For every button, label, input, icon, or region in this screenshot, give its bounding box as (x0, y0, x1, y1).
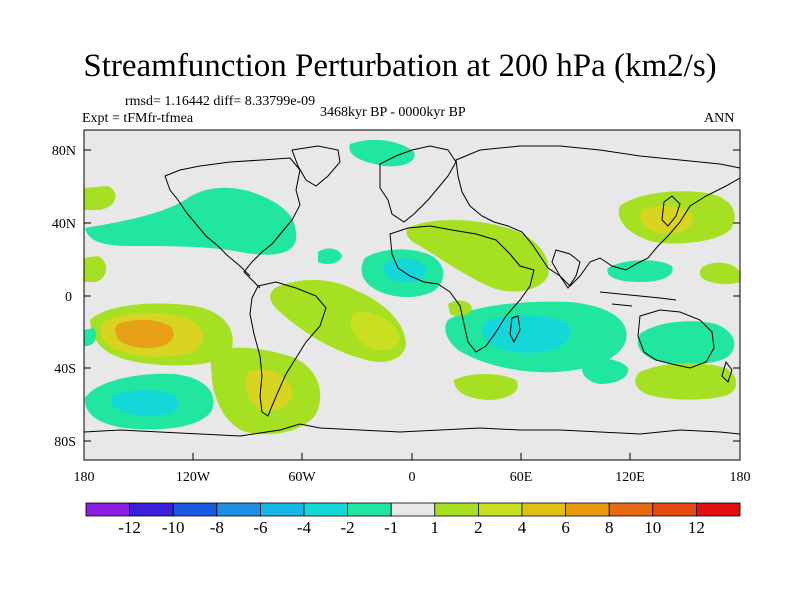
contour-pos-east-pacific (84, 256, 107, 282)
contour-neg-far-west (84, 328, 96, 346)
lon-label: 120E (615, 470, 645, 485)
contour-pos-north-pacific (84, 186, 116, 210)
colorbar-swatch (521, 502, 566, 517)
coast-north-america (164, 157, 301, 289)
coast-new-zealand (721, 360, 733, 383)
colorbar-swatch (259, 502, 305, 517)
coast-asia (455, 145, 740, 287)
season-label: ANN (704, 111, 735, 126)
colorbar-label: 1 (431, 518, 440, 537)
contour-neg-indian-ocean-cyan (482, 315, 571, 353)
contour-neg-south-indian (581, 358, 629, 384)
contour-pos-south-america-yellow (245, 369, 293, 411)
colorbar-swatch (347, 502, 392, 517)
lon-label: 60W (288, 470, 316, 485)
contour-neg-pacific-small (318, 248, 342, 264)
colorbar-swatch (216, 502, 261, 517)
colorbar-label: 10 (644, 518, 661, 537)
coast-africa (389, 225, 535, 353)
coast-indonesia (599, 291, 677, 307)
coastlines (84, 145, 740, 437)
colorbar-swatch (565, 502, 610, 517)
field-contours (84, 139, 740, 435)
colorbar (85, 502, 741, 517)
contour-neg-europe (349, 139, 415, 167)
lon-label: 180 (730, 470, 751, 485)
colorbar-swatch (652, 502, 697, 517)
colorbar-label: 6 (561, 518, 570, 537)
stats-text: rmsd= 1.16442 diff= 8.33799e-09 (125, 94, 316, 109)
colorbar-label: 8 (605, 518, 614, 537)
contour-pos-atlantic-inner (350, 311, 400, 351)
lat-label: 80N (52, 144, 76, 159)
coast-south-america (249, 281, 327, 417)
colorbar-label: -6 (253, 518, 267, 537)
coast-australia (637, 309, 715, 369)
colorbar-label: 4 (518, 518, 527, 537)
experiment-label: Expt = tFMfr-tfmea (82, 111, 194, 126)
contour-neg-north-america (85, 187, 297, 255)
coast-india (551, 249, 581, 289)
lon-label: 120W (176, 470, 211, 485)
colorbar-swatch (129, 502, 174, 517)
contour-pos-south-pacific-orange (115, 319, 174, 348)
lat-label: 40N (52, 217, 76, 232)
colorbar-label: -2 (341, 518, 355, 537)
colorbar-swatch (303, 502, 348, 517)
colorbar-label: 12 (688, 518, 705, 537)
colorbar-swatch (172, 502, 218, 517)
contour-neg-se-asia (607, 260, 673, 282)
contour-neg-atlantic-equator-cyan (383, 258, 427, 283)
coast-greenland (291, 145, 341, 187)
lat-label: 0 (65, 290, 72, 305)
lat-ticks (84, 149, 740, 442)
colorbar-label: -12 (118, 518, 141, 537)
colorbar-swatch (434, 502, 479, 517)
coast-japan (661, 195, 681, 227)
lon-ticks (83, 453, 741, 460)
colorbar-swatch (696, 502, 741, 517)
lon-label: 60E (510, 470, 533, 485)
lat-label: 80S (54, 435, 76, 450)
period-label: 3468kyr BP - 0000kyr BP (320, 105, 466, 120)
colorbar-swatch (390, 502, 436, 517)
plot-title: Streamfunction Perturbation at 200 hPa (… (83, 48, 717, 84)
lat-label: 40S (54, 362, 76, 377)
contour-pos-west-pacific (699, 262, 740, 285)
coast-madagascar (509, 315, 521, 344)
coast-antarctica (84, 423, 740, 437)
contour-pos-north-africa (406, 219, 549, 292)
contour-pos-south-indian (454, 374, 518, 400)
colorbar-label: 2 (474, 518, 483, 537)
colorbar-label: -8 (210, 518, 224, 537)
contour-neg-southern-pacific-cyan (112, 390, 180, 417)
contour-pos-japan-yellow (640, 205, 693, 234)
colorbar-label: -1 (384, 518, 398, 537)
colorbar-label: -10 (162, 518, 185, 537)
lon-label: 0 (409, 470, 416, 485)
colorbar-swatch (477, 502, 523, 517)
colorbar-label: -4 (297, 518, 312, 537)
contour-neg-australia (637, 321, 735, 365)
colorbar-labels: -12 -10 -8 -6 -4 -2 -1 1 2 4 6 8 10 12 (118, 518, 705, 537)
coast-north-america-west (164, 175, 251, 277)
coast-europe (379, 145, 457, 223)
contour-pos-australia-south (635, 363, 737, 400)
colorbar-swatch (608, 502, 654, 517)
colorbar-swatch (85, 502, 130, 517)
lon-label: 180 (74, 470, 95, 485)
